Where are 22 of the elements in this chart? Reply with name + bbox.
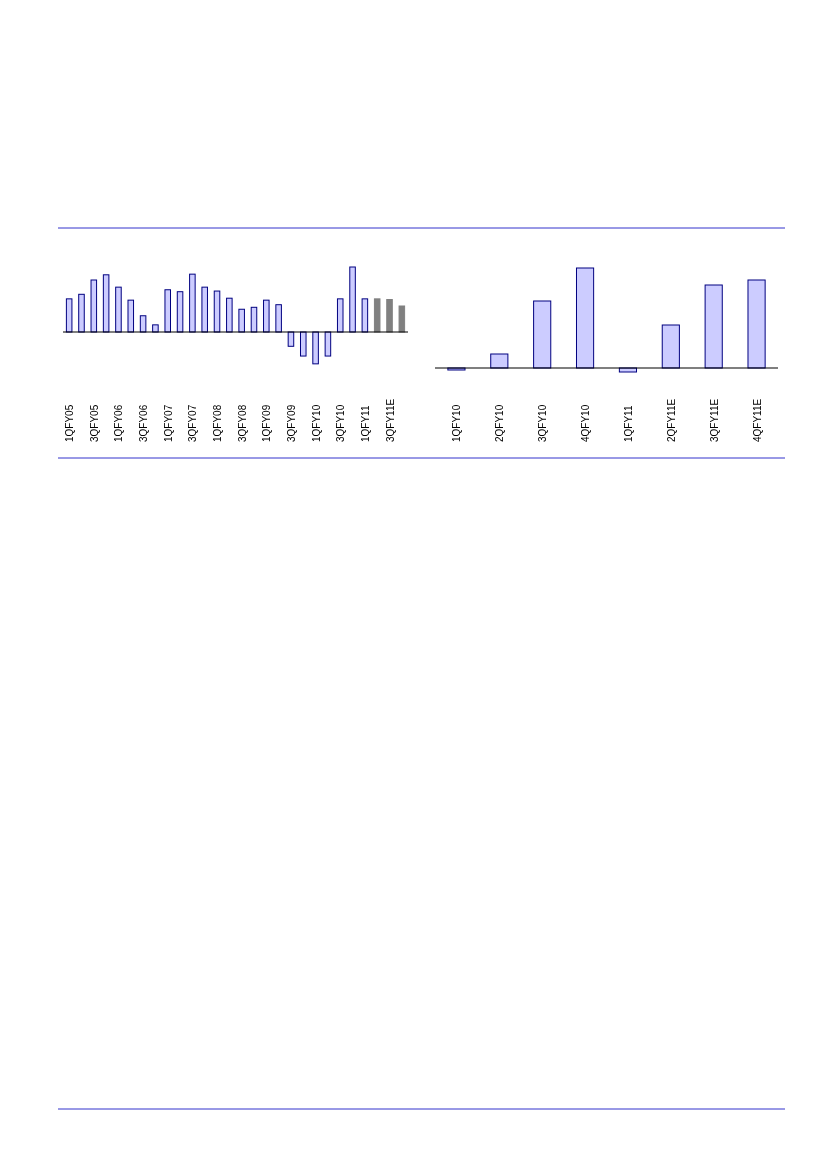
x-tick-label: 1QFY11: [622, 405, 634, 442]
x-tick-label: 1QFY08: [212, 404, 224, 442]
x-tick-label: 3QFY07: [187, 404, 199, 442]
x-tick-label: 3QFY06: [138, 404, 150, 442]
x-tick-label: 3QFY11E: [708, 398, 720, 442]
x-tick-label: 1QFY06: [113, 404, 125, 442]
x-tick-label: 3QFY05: [88, 404, 100, 442]
x-tick-label: 1QFY10: [310, 404, 322, 442]
x-tick-label: 1QFY09: [261, 404, 273, 442]
x-tick-label: 4QFY11E: [751, 398, 763, 442]
x-tick-label: 2QFY11E: [665, 398, 677, 442]
x-tick-label: 4QFY10: [580, 404, 592, 442]
x-tick-label: 2QFY10: [494, 404, 506, 442]
x-tick-label: 3QFY10: [335, 404, 347, 442]
x-tick-label: 1QFY11: [359, 405, 371, 442]
x-tick-label: 3QFY10: [537, 404, 549, 442]
x-tick-label: 3QFY11E: [384, 398, 396, 442]
x-tick-label: 1QFY07: [162, 404, 174, 442]
x-tick-label: 3QFY08: [236, 404, 248, 442]
x-tick-label: 1QFY10: [451, 404, 463, 442]
x-tick-label: 1QFY05: [64, 404, 76, 442]
x-tick-label: 3QFY09: [285, 404, 297, 442]
